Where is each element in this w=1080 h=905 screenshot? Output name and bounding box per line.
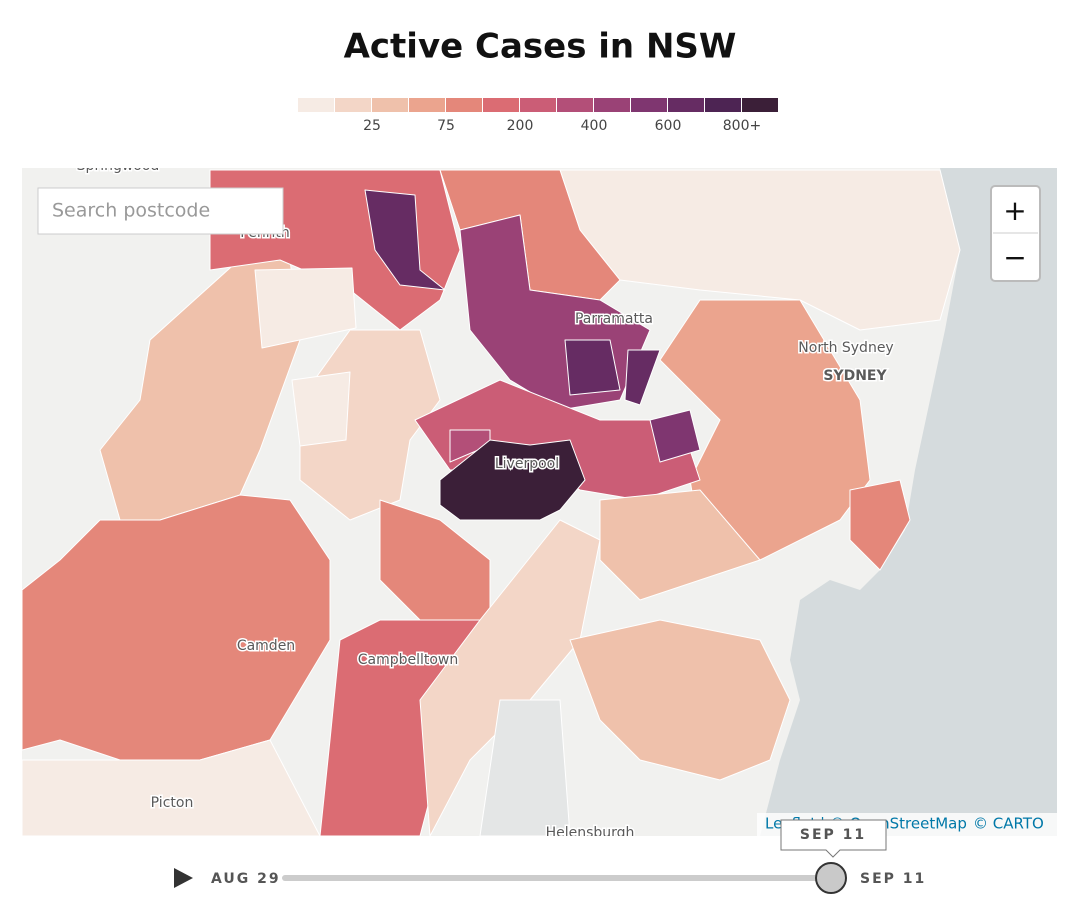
legend-label: 400 — [581, 118, 608, 134]
legend-swatch — [631, 98, 667, 112]
legend-label: 75 — [437, 118, 455, 134]
map: SpringwoodPenrithParramattaNorth SydneyS… — [22, 158, 1057, 841]
place-label: Parramatta — [575, 311, 653, 327]
legend-label: 25 — [363, 118, 381, 134]
title: Active Cases in NSW — [344, 27, 737, 67]
search-box[interactable] — [37, 187, 284, 235]
legend-swatch — [335, 98, 371, 112]
zoom-out[interactable]: − — [1003, 241, 1026, 274]
timeline-start: AUG 29 — [211, 871, 281, 887]
legend-swatch — [483, 98, 519, 112]
timeline-tooltip — [780, 819, 887, 858]
timeline-end: SEP 11 — [860, 871, 926, 887]
legend-swatch — [372, 98, 408, 112]
attribution-carto[interactable]: © CARTO — [973, 815, 1044, 833]
legend-swatch — [446, 98, 482, 112]
timeline-thumb[interactable] — [815, 862, 847, 894]
place-label: Springwood — [77, 158, 160, 174]
place-label: Helensburgh — [546, 825, 635, 841]
legend-swatch — [298, 98, 334, 112]
legend: 25 75 200 400 600 800+ — [298, 98, 778, 134]
play-button[interactable] — [174, 868, 193, 888]
legend-swatch — [668, 98, 704, 112]
legend-swatch — [557, 98, 593, 112]
search-placeholder[interactable]: Search postcode — [52, 200, 210, 222]
timeline-current: SEP 11 — [800, 827, 866, 843]
timeline-track[interactable] — [282, 875, 830, 881]
legend-label: 800+ — [723, 118, 761, 134]
place-label: Camden — [237, 638, 295, 654]
place-labels: SpringwoodPenrithParramattaNorth SydneyS… — [75, 158, 895, 841]
place-label: SYDNEY — [823, 368, 887, 384]
legend-swatch — [594, 98, 630, 112]
legend-swatch — [520, 98, 556, 112]
legend-swatch — [409, 98, 445, 112]
place-label: Picton — [151, 795, 194, 811]
place-label: Liverpool — [495, 456, 559, 472]
place-label: North Sydney — [798, 340, 893, 356]
legend-swatch — [705, 98, 741, 112]
suburbs — [22, 169, 961, 836]
place-label: Campbelltown — [358, 652, 459, 668]
legend-label: 200 — [507, 118, 534, 134]
sea — [760, 168, 1057, 836]
legend-swatch — [742, 98, 778, 112]
legend-label: 600 — [655, 118, 682, 134]
zoom-in[interactable]: + — [1003, 194, 1026, 227]
